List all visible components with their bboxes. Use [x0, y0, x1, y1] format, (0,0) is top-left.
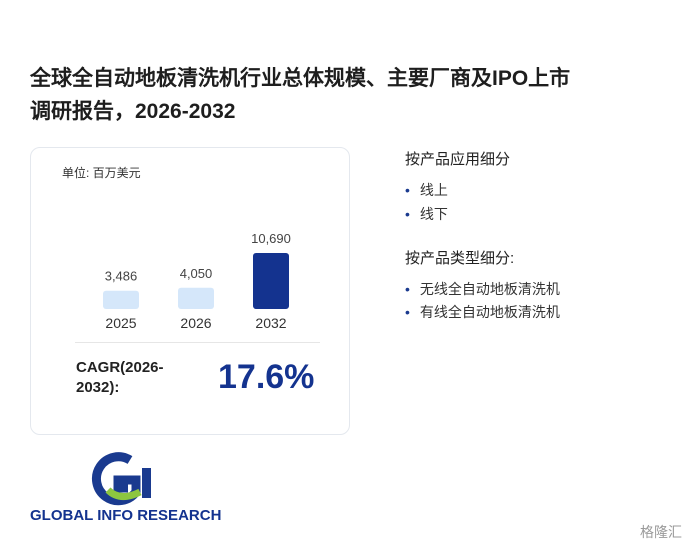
logo-mark	[91, 452, 151, 506]
title: 全球全自动地板清洗机行业总体规模、主要厂商及IPO上市	[30, 67, 571, 90]
cagr-label: CAGR(2026- 2032):	[76, 358, 164, 398]
value-label: 4,050	[180, 266, 213, 281]
logo-text: GLOBAL INFO RESEARCH	[30, 507, 222, 524]
category-label: 2026	[180, 315, 211, 331]
category-label: 2032	[255, 315, 286, 331]
watermark: 格隆汇	[640, 524, 682, 540]
unit: 单位: 百万美元	[62, 166, 141, 180]
divider	[75, 342, 320, 343]
cagr-label-line: CAGR(2026-	[76, 359, 164, 376]
title: 调研报告，2026-2032	[30, 100, 236, 123]
segment-heading: 按产品应用细分	[405, 151, 511, 168]
bar	[103, 290, 139, 309]
category-label: 2025	[105, 315, 136, 331]
bar	[178, 287, 214, 309]
value-label: 10,690	[251, 231, 291, 246]
segment-item: 线下	[405, 204, 448, 224]
segment-item: 有线全自动地板清洗机	[405, 302, 560, 322]
value-label: 3,486	[105, 269, 138, 284]
cagr-label-line: 2032):	[76, 379, 120, 396]
segment-item: 线上	[405, 180, 448, 200]
bar-chart: 3,486 2025 4,050 2026 10,690 2032	[103, 231, 291, 331]
segment-heading: 按产品类型细分:	[405, 250, 515, 267]
cagr-value: 17.6%	[218, 358, 315, 396]
bar	[253, 253, 289, 309]
segment-item: 无线全自动地板清洗机	[405, 279, 560, 299]
summary-card	[30, 147, 350, 435]
